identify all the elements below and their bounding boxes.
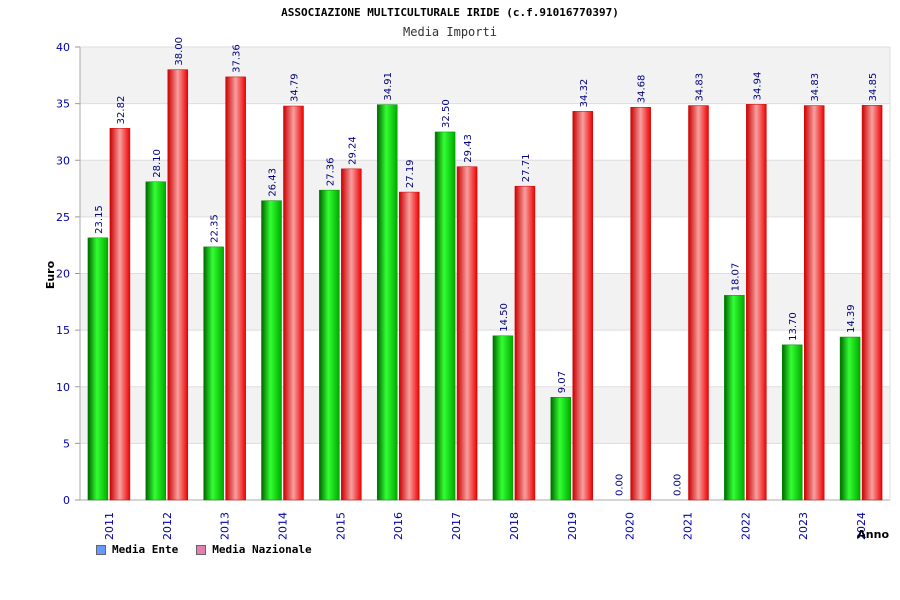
data-label: 34.79 (290, 73, 301, 102)
bar-nazionale (572, 111, 594, 501)
data-label: 34.91 (383, 72, 394, 101)
data-label: 9.07 (557, 371, 568, 393)
grid-band (80, 330, 890, 387)
x-tick-label: 2016 (392, 512, 405, 540)
data-label: 14.50 (499, 303, 510, 332)
bar-ente (261, 200, 282, 501)
bar-nazionale (746, 104, 767, 501)
x-tick-label: 2013 (219, 512, 232, 540)
data-label: 29.43 (463, 134, 474, 163)
data-label: 34.32 (579, 79, 590, 108)
bar-nazionale (514, 185, 536, 501)
data-label: 34.83 (810, 73, 821, 102)
data-label: 0.00 (615, 474, 626, 496)
legend-item-nazionale: Media Nazionale (196, 543, 312, 556)
bar-nazionale (688, 105, 709, 501)
bar-nazionale (341, 168, 362, 501)
grid-band (80, 47, 890, 104)
bar-nazionale (398, 191, 420, 501)
grid-band (80, 443, 890, 500)
bar-nazionale (167, 69, 189, 501)
y-tick-label: 40 (56, 41, 70, 54)
bar-nazionale (225, 76, 246, 501)
data-label: 32.82 (116, 96, 127, 125)
data-label: 34.83 (695, 73, 706, 102)
legend-swatch-nazionale (196, 544, 207, 555)
bar-nazionale (283, 105, 304, 501)
x-axis-label: Anno (857, 528, 889, 541)
x-tick-label: 2022 (739, 512, 752, 540)
data-label: 23.15 (94, 205, 105, 234)
data-label: 34.85 (868, 73, 879, 102)
y-tick-label: 0 (63, 494, 70, 507)
bar-nazionale (109, 128, 131, 501)
grid-band (80, 160, 890, 217)
grid-band (80, 216, 890, 274)
legend-swatch-ente (96, 544, 106, 555)
data-label: 34.94 (752, 72, 763, 101)
y-tick-label: 30 (56, 154, 70, 167)
x-tick-label: 2021 (682, 512, 695, 540)
data-label: 38.00 (174, 37, 185, 66)
legend-label-nazionale: Media Nazionale (212, 543, 312, 556)
chart-subtitle: Media Importi (403, 25, 497, 39)
data-label: 27.36 (325, 158, 336, 187)
x-tick-label: 2012 (161, 512, 174, 540)
x-tick-label: 2024 (855, 512, 868, 540)
bar-ente (781, 344, 803, 501)
x-tick-label: 2018 (508, 512, 521, 540)
data-label: 27.19 (405, 159, 416, 188)
bar-ente (203, 246, 224, 501)
data-label: 28.10 (152, 149, 163, 178)
bar-ente (319, 189, 340, 501)
y-tick-label: 20 (56, 268, 70, 281)
data-label: 37.36 (232, 44, 243, 73)
bar-ente (376, 104, 398, 501)
x-tick-label: 2019 (566, 512, 579, 540)
bar-ente (550, 397, 572, 501)
data-label: 29.24 (347, 136, 358, 165)
y-tick-label: 15 (56, 324, 70, 337)
x-tick-label: 2015 (334, 512, 347, 540)
grid-band (80, 386, 890, 444)
legend-label-ente: Media Ente (112, 543, 179, 556)
legend: Media Ente Media Nazionale (96, 543, 312, 556)
data-label: 26.43 (268, 168, 279, 197)
bar-ente (724, 295, 745, 501)
y-tick-label: 35 (56, 98, 70, 111)
data-label: 22.35 (210, 214, 221, 243)
grid-band (80, 103, 890, 161)
x-tick-label: 2020 (624, 512, 637, 540)
bar-ente (434, 131, 456, 501)
bar-ente (492, 335, 514, 501)
data-label: 13.70 (788, 312, 799, 341)
x-tick-label: 2011 (103, 512, 116, 540)
data-label: 0.00 (673, 474, 684, 496)
y-tick-label: 5 (63, 437, 70, 450)
bar-ente (87, 237, 109, 501)
data-label: 14.39 (846, 304, 857, 333)
bar-nazionale (630, 106, 651, 501)
bar-nazionale (803, 105, 825, 501)
bar-ente (839, 336, 861, 501)
bar-ente (145, 181, 167, 501)
bar-nazionale (861, 105, 883, 501)
chart-title: ASSOCIAZIONE MULTICULTURALE IRIDE (c.f.9… (281, 6, 619, 19)
y-tick-label: 25 (56, 211, 70, 224)
x-tick-label: 2017 (450, 512, 463, 540)
bar-nazionale (456, 166, 478, 501)
x-tick-label: 2014 (277, 512, 290, 540)
data-label: 34.68 (637, 75, 648, 104)
y-tick-label: 10 (56, 381, 70, 394)
legend-item-ente: Media Ente (96, 543, 178, 556)
data-label: 32.50 (441, 99, 452, 128)
grid-band (80, 273, 890, 331)
data-label: 27.71 (521, 154, 532, 183)
data-label: 18.07 (730, 263, 741, 292)
y-axis-label: Euro (44, 260, 57, 289)
x-tick-label: 2023 (797, 512, 810, 540)
